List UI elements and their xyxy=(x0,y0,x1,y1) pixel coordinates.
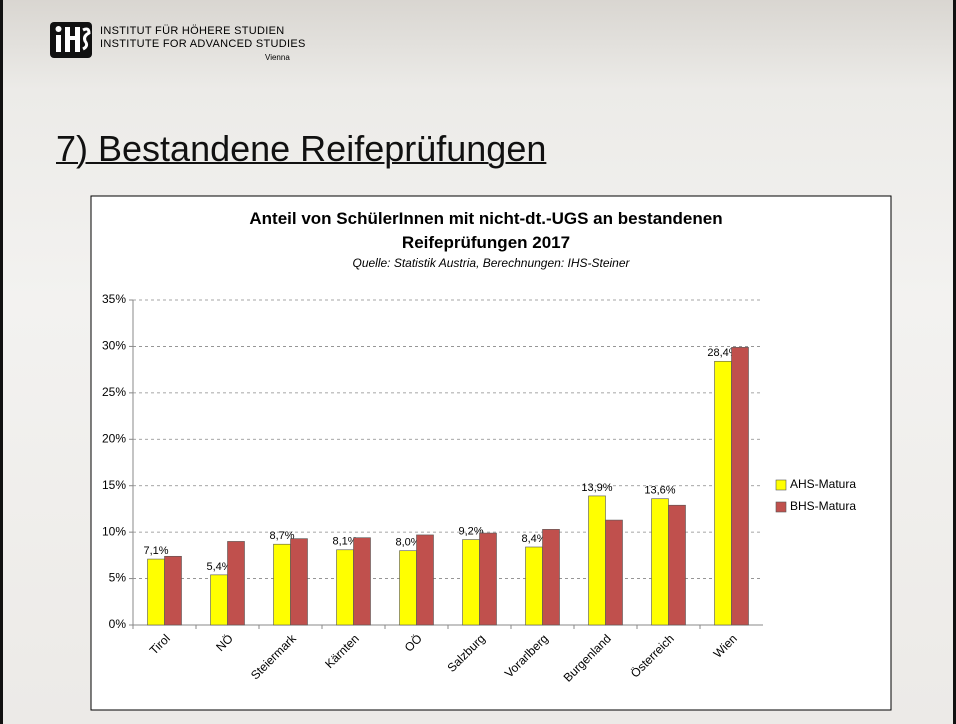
y-tick-label: 15% xyxy=(102,478,126,492)
bar xyxy=(227,541,245,626)
chart-title: Anteil von SchülerInnen mit nicht-dt.-UG… xyxy=(249,209,723,252)
bar xyxy=(462,539,480,626)
data-label: 13,6% xyxy=(644,485,675,497)
data-label: 7,1% xyxy=(143,545,168,557)
bar xyxy=(210,574,228,626)
bar xyxy=(588,495,606,626)
logo-icon xyxy=(55,26,62,32)
header-line1: INSTITUT FÜR HÖHERE STUDIEN xyxy=(100,25,285,37)
logo-icon xyxy=(56,35,61,52)
data-label: 8,4% xyxy=(521,533,546,545)
header-city: Vienna xyxy=(265,53,290,62)
data-label: 13,9% xyxy=(581,482,612,494)
bar xyxy=(731,347,749,626)
legend-label: AHS-Matura xyxy=(790,477,856,491)
logo-icon xyxy=(65,27,70,52)
data-label: 8,7% xyxy=(269,530,294,542)
y-tick-label: 5% xyxy=(109,571,127,585)
y-tick-label: 10% xyxy=(102,524,126,538)
bar xyxy=(668,504,686,626)
y-tick-label: 30% xyxy=(102,339,126,353)
logo-icon xyxy=(82,27,91,51)
data-label: 8,1% xyxy=(332,536,357,548)
chart-subtitle: Quelle: Statistik Austria, Berechnungen:… xyxy=(352,256,630,270)
data-label: 28,4% xyxy=(707,347,738,359)
legend-swatch xyxy=(775,501,787,513)
y-tick-label: 0% xyxy=(109,617,127,631)
chart: INSTITUT FÜR HÖHERE STUDIEN INSTITUTE FO… xyxy=(50,22,892,711)
bar xyxy=(714,360,732,626)
bar xyxy=(147,558,165,626)
bar xyxy=(353,537,371,626)
logo-icon xyxy=(75,27,80,52)
bar xyxy=(164,555,182,626)
bar xyxy=(605,519,623,626)
data-label: 9,2% xyxy=(458,525,483,537)
legend-label: BHS-Matura xyxy=(790,499,856,513)
bar xyxy=(273,543,291,626)
y-tick-label: 20% xyxy=(102,431,126,445)
logo-icon xyxy=(70,36,75,40)
slide-title: 7) Bestandene Reifeprüfungen xyxy=(56,128,547,169)
header-line2: INSTITUTE FOR ADVANCED STUDIES xyxy=(100,38,306,50)
data-label: 5,4% xyxy=(206,561,231,573)
y-tick-label: 35% xyxy=(102,292,126,306)
bar xyxy=(290,538,308,626)
bar xyxy=(542,529,560,626)
legend-swatch xyxy=(775,479,787,491)
data-label: 8,0% xyxy=(395,537,420,549)
bar xyxy=(416,534,434,626)
chart-frame xyxy=(90,195,892,711)
bar xyxy=(399,550,417,626)
bar xyxy=(336,549,354,626)
y-tick-label: 25% xyxy=(102,385,126,399)
bar xyxy=(651,498,669,626)
bar xyxy=(479,532,497,626)
bar xyxy=(525,546,543,626)
